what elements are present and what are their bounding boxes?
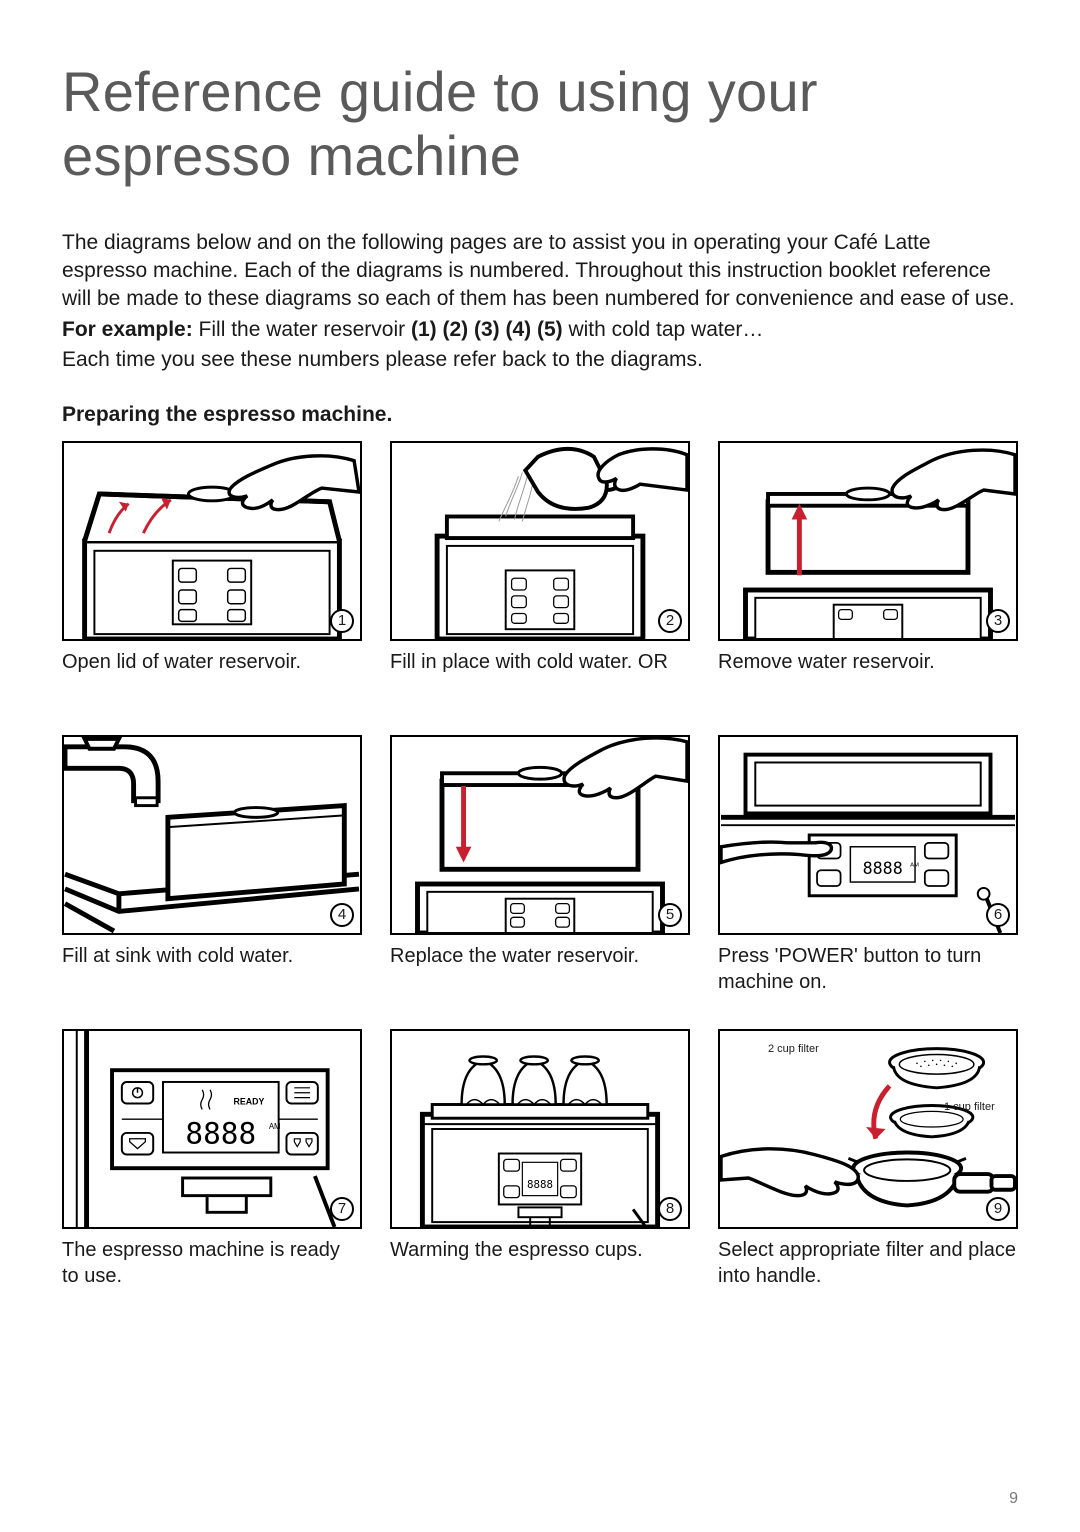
step-number-badge: 4	[330, 903, 354, 927]
caption-8: Warming the espresso cups.	[390, 1237, 690, 1289]
figure-3: 3	[718, 441, 1018, 641]
svg-text:AM: AM	[269, 1122, 281, 1131]
intro-paragraph: The diagrams below and on the following …	[62, 229, 1018, 314]
step-cell-2: 2 Fill in place with cold water. OR	[390, 441, 690, 701]
page-title: Reference guide to using your espresso m…	[62, 60, 1018, 189]
step-cell-6: 8888 AM 6 Press 'POWER' button to turn m…	[718, 735, 1018, 995]
figure-1-svg	[64, 443, 360, 639]
figure-6-svg: 8888 AM	[720, 737, 1016, 933]
figure-5: 5	[390, 735, 690, 935]
svg-text:8888: 8888	[527, 1177, 553, 1190]
caption-1: Open lid of water reservoir.	[62, 649, 362, 701]
step-number-badge: 5	[658, 903, 682, 927]
svg-text:8888: 8888	[185, 1116, 256, 1150]
step-number-badge: 9	[986, 1197, 1010, 1221]
figure-7: 8888 AM READY 7	[62, 1029, 362, 1229]
step-number-badge: 1	[330, 609, 354, 633]
page-number: 9	[1009, 1490, 1018, 1508]
example-post: with cold tap water…	[563, 318, 764, 341]
figure-4: 4	[62, 735, 362, 935]
caption-4: Fill at sink with cold water.	[62, 943, 362, 995]
step-number-badge: 8	[658, 1197, 682, 1221]
step-cell-9: 2 cup filter 1 cup filter 9 Select appro…	[718, 1029, 1018, 1289]
figure-8-svg: 8888	[392, 1031, 688, 1227]
figure-5-svg	[392, 737, 688, 933]
step-number-badge: 3	[986, 609, 1010, 633]
diagram-grid: 1 Open lid of water reservoir.	[62, 441, 1018, 1289]
caption-7: The espresso machine is ready to use.	[62, 1237, 362, 1289]
step-cell-5: 5 Replace the water reservoir.	[390, 735, 690, 995]
caption-2: Fill in place with cold water. OR	[390, 649, 690, 701]
section-heading: Preparing the espresso machine.	[62, 403, 1018, 427]
example-pre: Fill the water reservoir	[193, 318, 411, 341]
example-label: For example:	[62, 318, 193, 341]
manual-page: Reference guide to using your espresso m…	[0, 0, 1080, 1532]
figure-7-svg: 8888 AM READY	[64, 1031, 360, 1227]
caption-3: Remove water reservoir.	[718, 649, 1018, 701]
example-numbers: (1) (2) (3) (4) (5)	[411, 318, 563, 341]
step-number-badge: 7	[330, 1197, 354, 1221]
step-cell-1: 1 Open lid of water reservoir.	[62, 441, 362, 701]
step-cell-4: 4 Fill at sink with cold water.	[62, 735, 362, 995]
step-cell-3: 3 Remove water reservoir.	[718, 441, 1018, 701]
filter-label-2cup: 2 cup filter	[768, 1043, 819, 1055]
filter-label-1cup: 1 cup filter	[944, 1101, 995, 1113]
svg-text:8888: 8888	[863, 859, 903, 878]
figure-6: 8888 AM 6	[718, 735, 1018, 935]
svg-text:AM: AM	[910, 862, 919, 868]
step-number-badge: 6	[986, 903, 1010, 927]
figure-9-svg	[720, 1031, 1016, 1227]
step-number-badge: 2	[658, 609, 682, 633]
figure-2: 2	[390, 441, 690, 641]
step-cell-7: 8888 AM READY 7 The espresso machine is …	[62, 1029, 362, 1289]
figure-3-svg	[720, 443, 1016, 639]
intro-followup: Each time you see these numbers please r…	[62, 346, 1018, 374]
figure-9: 2 cup filter 1 cup filter 9	[718, 1029, 1018, 1229]
figure-8: 8888	[390, 1029, 690, 1229]
caption-9: Select appropriate filter and place into…	[718, 1237, 1018, 1289]
figure-4-svg	[64, 737, 360, 933]
svg-text:READY: READY	[234, 1096, 265, 1106]
figure-2-svg	[392, 443, 688, 639]
step-cell-8: 8888	[390, 1029, 690, 1289]
example-line: For example: Fill the water reservoir (1…	[62, 316, 1018, 344]
caption-6: Press 'POWER' button to turn machine on.	[718, 943, 1018, 995]
figure-1: 1	[62, 441, 362, 641]
caption-5: Replace the water reservoir.	[390, 943, 690, 995]
